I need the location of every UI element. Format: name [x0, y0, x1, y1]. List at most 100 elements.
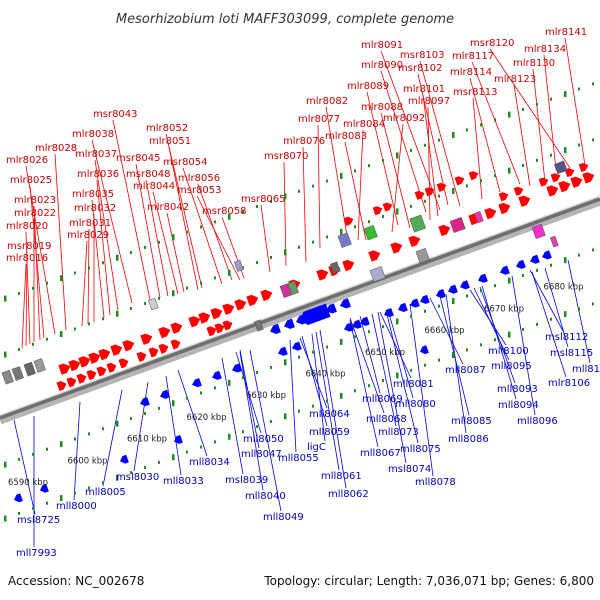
track-tick [88, 322, 90, 326]
reverse-gene-label: msl8039 [225, 475, 268, 486]
forward-gene-label: mlr8117 [452, 51, 494, 62]
reverse-gene-label: msl8074 [388, 464, 431, 475]
forward-gene-label: mlr8090 [361, 60, 403, 71]
track-tick [522, 107, 524, 111]
forward-leader-line [54, 153, 67, 331]
forward-gene-arrow [198, 312, 211, 324]
reverse-leader-line [481, 285, 517, 400]
track-tick [424, 143, 426, 147]
track-tick [60, 495, 63, 502]
forward-gene-arrow [343, 216, 354, 226]
feature-box [337, 232, 352, 248]
forward-gene-label: mlr8134 [524, 44, 566, 55]
reverse-gene-arrow [384, 307, 394, 318]
track-tick [578, 253, 580, 257]
track-tick [550, 153, 552, 157]
track-tick [88, 486, 90, 490]
track-tick [550, 263, 552, 267]
track-tick [410, 314, 412, 318]
track-tick [242, 266, 244, 270]
feature-box [329, 261, 341, 274]
track-tick [340, 338, 343, 345]
reverse-gene-arrow [140, 397, 150, 407]
forward-gene-label: mlr8141 [545, 27, 587, 38]
label-leader-lines [13, 37, 591, 547]
forward-gene-arrow [518, 195, 531, 207]
forward-gene-arrow [538, 177, 549, 187]
forward-leader-line [357, 129, 364, 241]
track-tick [326, 179, 328, 183]
reverse-leader-line [177, 369, 208, 457]
forward-gene-label: mlr8101 [403, 84, 445, 95]
track-tick [382, 325, 384, 329]
reverse-gene-label: mll8069 [362, 394, 403, 405]
track-tick [340, 392, 343, 399]
track-tick [494, 338, 496, 342]
reverse-gene-labels: msl8112 mll8100 msl8115 mlr8106 mll8116 mll80… [16, 332, 600, 559]
forward-gene-label: mlr8084 [343, 119, 385, 130]
reverse-gene-arrow [478, 273, 488, 283]
track-tick [186, 450, 188, 454]
forward-gene-arrow [550, 173, 561, 183]
reverse-gene-label: mll8064 [309, 409, 350, 420]
track-tick [354, 335, 356, 339]
track-tick [46, 447, 48, 451]
reverse-gene-label: mll8085 [451, 416, 492, 427]
forward-gene-arrow [570, 176, 583, 188]
genome-backbone [0, 195, 600, 425]
track-tick [228, 379, 231, 386]
feature-box [531, 223, 546, 240]
forward-gene-label: mlr8036 [77, 169, 119, 180]
forward-leader-line [96, 179, 111, 316]
reverse-gene-label: msl8725 [17, 515, 60, 526]
forward-leader-line [196, 195, 241, 281]
reverse-gene-label: mll8096 [517, 416, 558, 427]
reverse-gene-label: mll8081 [393, 379, 434, 390]
reverse-gene-label: msl8112 [545, 332, 588, 343]
track-tick [102, 427, 104, 431]
track-tick [410, 368, 412, 372]
forward-gene-label: mlr8123 [494, 74, 536, 85]
track-tick [438, 194, 440, 198]
forward-gene-label: mlr8056 [178, 173, 220, 184]
feature-box [449, 216, 466, 233]
forward-leader-line [29, 185, 45, 339]
forward-gene-arrow [372, 206, 383, 216]
forward-gene-label: mlr8025 [10, 175, 52, 186]
forward-leader-line [25, 231, 31, 345]
forward-gene-arrow [98, 348, 111, 361]
forward-leader-line [380, 50, 441, 211]
track-tick [550, 317, 552, 321]
reverse-gene-arrow [160, 389, 170, 399]
track-tick [130, 251, 132, 255]
track-tick [550, 97, 552, 101]
reverse-leader-line [379, 311, 412, 379]
track-tick [158, 296, 160, 300]
track-tick [508, 331, 511, 338]
track-tick [116, 474, 119, 481]
reverse-gene-arrow [352, 319, 362, 329]
track-tick [74, 271, 76, 275]
reverse-gene-label: ligC [307, 442, 326, 453]
reverse-gene-label: mll8068 [366, 414, 407, 425]
track-tick [144, 465, 146, 469]
track-tick [466, 294, 468, 298]
track-tick [368, 330, 370, 334]
forward-leader-line [168, 146, 199, 291]
forward-gene-label: mlr8016 [6, 253, 48, 264]
reverse-gene-label: mll8100 [488, 346, 529, 357]
feature-box [553, 160, 568, 175]
track-tick [522, 327, 524, 331]
track-tick [396, 208, 399, 215]
feature-box [11, 366, 24, 381]
reverse-leader-line [385, 309, 419, 444]
forward-gene-arrow [438, 224, 451, 237]
forward-gene-arrow [122, 340, 135, 352]
track-tick [396, 372, 399, 379]
forward-gene-arrow [498, 202, 511, 215]
feature-box [233, 259, 244, 272]
track-tick [228, 269, 231, 276]
reverse-gene-label: mll8000 [56, 501, 97, 512]
forward-gene-arrow [546, 185, 559, 197]
track-tick [270, 419, 272, 423]
